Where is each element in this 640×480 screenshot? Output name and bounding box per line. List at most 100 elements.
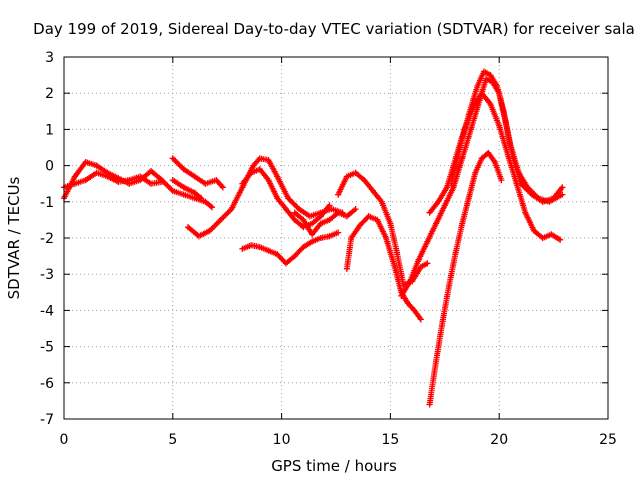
data-point xyxy=(291,209,298,216)
y-tick-label: 0 xyxy=(45,159,54,175)
data-point xyxy=(491,158,498,165)
data-point xyxy=(137,173,144,180)
data-point xyxy=(191,195,198,202)
y-tick-label: -2 xyxy=(40,231,54,247)
data-point xyxy=(317,213,324,220)
data-point xyxy=(356,222,363,229)
data-series-4 xyxy=(169,177,205,202)
data-point xyxy=(335,229,342,236)
x-tick-label: 25 xyxy=(599,432,617,448)
data-point xyxy=(265,247,272,254)
x-axis-label: GPS time / hours xyxy=(271,457,397,475)
data-point xyxy=(239,245,246,252)
data-series-13 xyxy=(426,149,505,408)
data-point xyxy=(446,282,453,289)
data-point xyxy=(274,173,281,180)
data-point xyxy=(513,180,520,187)
data-point xyxy=(426,401,433,408)
data-point xyxy=(448,180,455,187)
data-point xyxy=(352,206,359,213)
data-point xyxy=(213,177,220,184)
data-series-10 xyxy=(343,213,424,323)
data-point xyxy=(309,238,316,245)
data-point xyxy=(494,82,501,89)
data-point xyxy=(158,178,165,185)
data-point xyxy=(387,220,394,227)
data-point xyxy=(191,189,198,196)
data-point xyxy=(474,82,481,89)
data-point xyxy=(265,157,272,164)
data-point xyxy=(219,184,226,191)
data-point xyxy=(391,263,398,270)
data-point xyxy=(343,265,350,272)
data-point xyxy=(300,244,307,251)
data-point xyxy=(535,195,542,202)
data-point xyxy=(335,191,342,198)
data-point xyxy=(202,180,209,187)
data-point xyxy=(504,151,511,158)
data-point xyxy=(217,216,224,223)
data-point xyxy=(406,278,413,285)
data-point xyxy=(424,238,431,245)
data-point xyxy=(248,169,255,176)
data-series-9 xyxy=(335,169,431,289)
data-point xyxy=(239,180,246,187)
data-point xyxy=(180,166,187,173)
data-point xyxy=(404,300,411,307)
grid-lines xyxy=(64,57,608,419)
data-point xyxy=(195,233,202,240)
data-point xyxy=(208,204,215,211)
y-tick-label: -5 xyxy=(40,340,54,356)
data-point xyxy=(457,144,464,151)
x-tick-label: 20 xyxy=(490,432,508,448)
data-point xyxy=(439,318,446,325)
y-tick-label: -1 xyxy=(40,195,54,211)
data-point xyxy=(282,206,289,213)
data-point xyxy=(180,191,187,198)
data-series-8 xyxy=(291,206,359,238)
data-point xyxy=(169,177,176,184)
data-point xyxy=(443,184,450,191)
data-point xyxy=(459,220,466,227)
data-point xyxy=(369,187,376,194)
data-point xyxy=(206,227,213,234)
data-point xyxy=(441,202,448,209)
data-point xyxy=(202,198,209,205)
data-point xyxy=(352,169,359,176)
series-markers xyxy=(343,213,424,323)
data-point xyxy=(104,173,111,180)
data-point xyxy=(478,90,485,97)
data-point xyxy=(433,220,440,227)
data-point xyxy=(522,209,529,216)
data-point xyxy=(93,162,100,169)
data-point xyxy=(191,173,198,180)
data-point xyxy=(496,122,503,129)
data-point xyxy=(531,227,538,234)
data-marks xyxy=(61,68,566,408)
y-axis-label: SDTVAR / TECUs xyxy=(5,176,23,299)
data-point xyxy=(169,187,176,194)
data-point xyxy=(335,209,342,216)
series-markers xyxy=(426,90,564,243)
axis-ticks: 0 5 10 15 20 25 -7 -6 -5 -4 -3 -2 -1 0 1 2 3 xyxy=(40,50,617,448)
data-point xyxy=(426,209,433,216)
data-point xyxy=(539,235,546,241)
data-point xyxy=(326,202,333,209)
data-series-1 xyxy=(61,158,215,211)
data-point xyxy=(82,177,89,184)
data-point xyxy=(374,216,381,223)
data-series-3 xyxy=(169,155,226,191)
data-point xyxy=(300,216,307,223)
data-point xyxy=(228,206,235,213)
data-series-14 xyxy=(448,68,566,205)
data-point xyxy=(256,166,263,173)
data-point xyxy=(433,358,440,365)
y-tick-label: -4 xyxy=(40,303,54,319)
data-point xyxy=(148,180,155,187)
data-point xyxy=(415,256,422,263)
data-point xyxy=(169,155,176,162)
data-point xyxy=(291,253,298,260)
data-point xyxy=(180,184,187,191)
